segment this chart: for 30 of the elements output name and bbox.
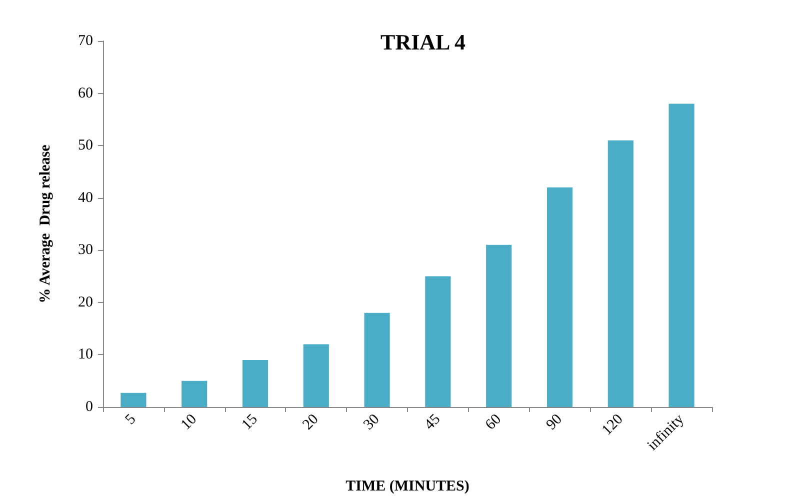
bar bbox=[242, 360, 268, 407]
y-tick-label: 50 bbox=[78, 138, 93, 154]
x-tick-label: 120 bbox=[599, 411, 626, 439]
bar bbox=[182, 380, 208, 407]
bar bbox=[120, 392, 146, 407]
x-tick-label: 20 bbox=[300, 411, 322, 434]
bar bbox=[364, 312, 390, 407]
x-tick-label: 5 bbox=[122, 411, 140, 428]
bar bbox=[546, 187, 573, 407]
y-tick-label: 0 bbox=[86, 399, 93, 415]
y-axis-title: % Average Drug release bbox=[38, 144, 54, 304]
bar bbox=[668, 104, 694, 407]
x-axis-title: TIME (MINUTES) bbox=[346, 478, 470, 494]
x-tick-label: 90 bbox=[544, 411, 566, 434]
chart-title: TRIAL 4 bbox=[380, 30, 466, 54]
y-tick-label: 30 bbox=[78, 242, 93, 258]
x-tick-label: 60 bbox=[482, 411, 505, 434]
bar bbox=[425, 276, 451, 407]
y-tick-label: 60 bbox=[78, 85, 93, 102]
x-tick-label: 15 bbox=[239, 411, 261, 434]
y-tick-label: 10 bbox=[78, 346, 93, 363]
x-tick-label: 10 bbox=[178, 411, 200, 434]
y-tick-label: 20 bbox=[78, 294, 93, 310]
x-tick-label: 45 bbox=[422, 411, 444, 434]
bar bbox=[303, 344, 329, 407]
bar bbox=[608, 140, 634, 407]
y-tick-label: 40 bbox=[78, 190, 93, 206]
x-tick-label: 30 bbox=[360, 411, 383, 434]
y-tick-label: 70 bbox=[78, 33, 93, 49]
bar bbox=[486, 244, 512, 407]
